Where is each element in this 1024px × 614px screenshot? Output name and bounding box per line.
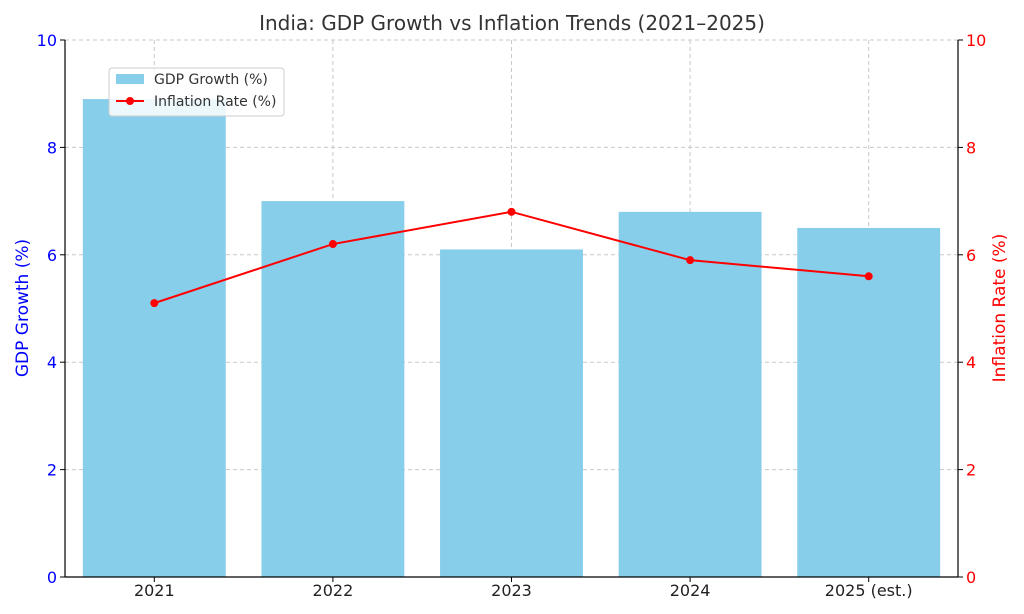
inflation-point <box>507 207 516 216</box>
x-tick-label: 2025 (est.) <box>825 581 913 600</box>
legend-swatch-gdp <box>116 74 144 84</box>
axes <box>60 39 963 582</box>
y-tick-label-left: 0 <box>47 568 57 587</box>
tick-labels: 0 0 2 2 4 4 6 6 8 8 10 10 2021 2022 2023 2024 2025 (est.… <box>37 31 987 600</box>
y-tick-label-right: 8 <box>966 138 976 157</box>
x-tick-label: 2024 <box>670 581 711 600</box>
bars <box>82 99 941 577</box>
bar-gdp <box>797 227 941 577</box>
y-tick-label-right: 6 <box>966 246 976 265</box>
bar-gdp <box>82 99 226 577</box>
bar-gdp <box>261 201 405 577</box>
y-tick-label-left: 8 <box>47 138 57 157</box>
x-tick-label: 2023 <box>491 581 532 600</box>
y-tick-label-left: 10 <box>37 31 57 50</box>
inflation-point <box>686 256 695 265</box>
y-axis-label-left: GDP Growth (%) <box>13 239 33 377</box>
x-tick-label: 2022 <box>313 581 354 600</box>
x-tick-label: 2021 <box>134 581 175 600</box>
chart-title: India: GDP Growth vs Inflation Trends (2… <box>259 11 765 35</box>
inflation-point <box>864 272 873 281</box>
y-tick-label-right: 0 <box>966 568 976 587</box>
y-tick-label-right: 2 <box>966 461 976 480</box>
inflation-line <box>150 207 873 308</box>
legend: GDP Growth (%) Inflation Rate (%) <box>108 67 285 117</box>
bar-gdp <box>440 249 583 577</box>
y-tick-label-right: 10 <box>966 31 986 50</box>
y-tick-label-left: 4 <box>47 353 57 372</box>
legend-label-gdp: GDP Growth (%) <box>154 72 268 88</box>
inflation-point <box>328 240 337 249</box>
y-tick-label-left: 2 <box>47 461 57 480</box>
y-tick-label-left: 6 <box>47 246 57 265</box>
legend-marker-inflation <box>126 97 134 105</box>
bar-gdp <box>618 211 762 577</box>
inflation-point <box>150 299 159 308</box>
legend-box <box>108 67 285 117</box>
y-tick-label-right: 4 <box>966 353 976 372</box>
legend-label-inflation: Inflation Rate (%) <box>154 94 276 110</box>
y-axis-label-right: Inflation Rate (%) <box>990 234 1010 383</box>
